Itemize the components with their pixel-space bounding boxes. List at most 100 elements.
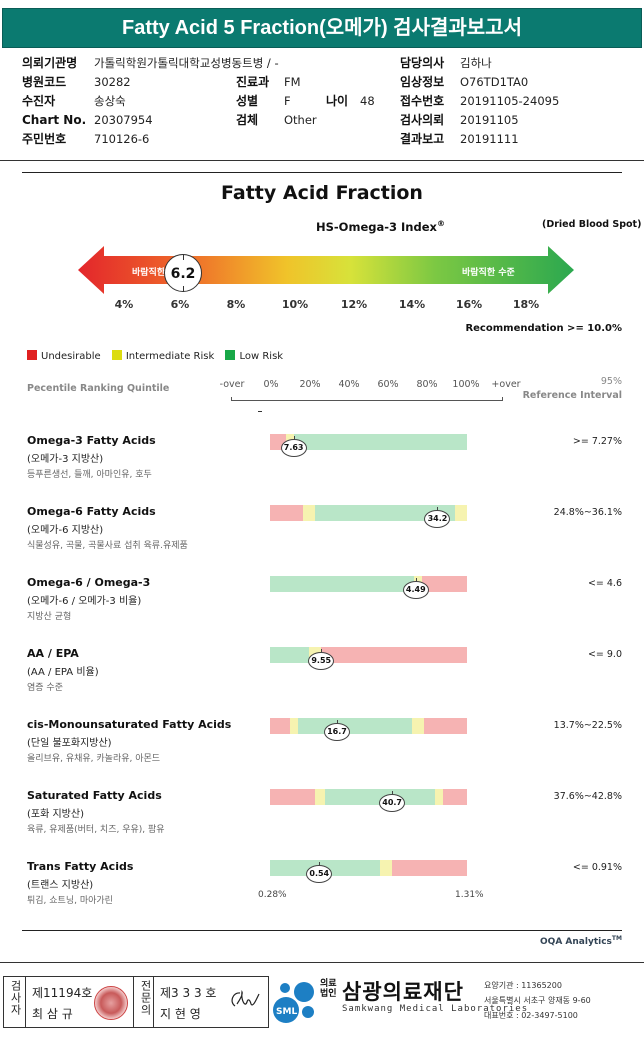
trans-range-max: 1.31% — [455, 890, 484, 900]
fatty-acid-sources: 올리브유, 유채유, 카놀라유, 아몬드 — [27, 754, 161, 764]
specialist-number: 제3 3 3 호 — [160, 986, 217, 1000]
logo-text: SML — [276, 1007, 297, 1017]
percentile-tick-label: 20% — [299, 379, 321, 390]
percentile-tick-label: 80% — [416, 379, 438, 390]
org-phone: 대표번호 : 02-3497-5100 — [484, 1011, 578, 1020]
marker-tick — [183, 254, 184, 260]
scale-tick-label: 18% — [512, 298, 540, 311]
fatty-acid-korean-name: (트랜스 지방산) — [27, 880, 94, 891]
percentile-tick-label: 60% — [377, 379, 399, 390]
specialist-label: 전문의 — [139, 980, 152, 1016]
bar-segment-yellow — [455, 505, 467, 521]
specimen-note: (Dried Blood Spot) — [542, 219, 642, 230]
bar-segment-red — [270, 718, 290, 734]
sex-value: F — [284, 94, 291, 108]
bar-segment-red — [423, 718, 467, 734]
bar-segment-yellow — [303, 505, 316, 521]
bar-segment-red — [270, 789, 316, 805]
range-bar — [270, 505, 467, 521]
value-marker-tick — [415, 578, 417, 582]
percentile-tick-label: 40% — [338, 379, 360, 390]
arrow-left-label: 바람직한 수준 — [132, 268, 185, 278]
divider — [0, 962, 644, 963]
report-title: Fatty Acid 5 Fraction(오메가) 검사결과보고서 — [2, 8, 642, 48]
hospital-code-label: 병원코드 — [22, 75, 67, 89]
patient-name-label: 수진자 — [22, 94, 56, 108]
marker-tick — [183, 286, 184, 292]
value-marker: 34.2 — [424, 510, 451, 528]
fatty-acid-sources: 튀김, 쇼트닝, 마아가린 — [27, 896, 113, 906]
inspector-name: 최 삼 규 — [32, 1007, 73, 1021]
percentile-tick-label: -over — [219, 379, 245, 390]
bar-segment-yellow — [411, 718, 424, 734]
bar-segment-green — [293, 434, 467, 450]
range-bar — [270, 718, 467, 734]
value-marker: 16.7 — [323, 723, 350, 741]
legend-item: Undesirable — [27, 350, 101, 362]
bar-segment-red — [392, 860, 467, 876]
dept-label: 진료과 — [236, 75, 270, 89]
scale-tick-label: 6% — [170, 298, 190, 311]
value-marker: 40.7 — [379, 794, 406, 812]
bar-segment-green — [270, 647, 310, 663]
fatty-acid-sources: 염증 수준 — [27, 683, 63, 693]
scale-tick-label: 4% — [114, 298, 134, 311]
bar-segment-yellow — [435, 789, 444, 805]
percentile-tick-label: 100% — [452, 379, 480, 390]
org-name: 삼광의료재단 — [342, 980, 464, 1004]
age-label: 나이 — [326, 94, 349, 108]
fatty-acid-name: Omega-3 Fatty Acids — [27, 434, 156, 447]
reference-range: <= 4.6 — [587, 578, 622, 589]
bar-segment-red — [270, 505, 304, 521]
fatty-acid-sources: 식물성유, 곡물, 곡물사료 섭취 육류.유제품 — [27, 541, 188, 551]
value-marker-tick — [336, 720, 338, 724]
range-bar — [270, 647, 467, 663]
specimen-label: 검체 — [236, 113, 259, 127]
reference-range: 24.8%~36.1% — [553, 507, 622, 518]
institution-value: 가톨릭학원가톨릭대학교성병동트병 / - — [94, 56, 279, 70]
fatty-acid-name: Saturated Fatty Acids — [27, 789, 162, 802]
bar-segment-green — [315, 505, 456, 521]
legend-swatch-yellow — [111, 350, 122, 360]
reference-range: >= 7.27% — [572, 436, 622, 447]
dept-value: FM — [284, 75, 301, 89]
percentile-axis — [231, 397, 503, 401]
oqa-text: OQA Analytics — [540, 937, 612, 947]
org-tag: 의료법인 — [320, 979, 337, 999]
hospital-code-value: 30282 — [94, 75, 131, 89]
signature-box — [3, 976, 269, 1028]
patient-info: 의뢰기관명 가톨릭학원가톨릭대학교성병동트병 / - 담당의사 김하나 병원코드… — [22, 54, 632, 154]
scale-tick-label: 16% — [455, 298, 483, 311]
value-marker: 9.55 — [308, 652, 335, 670]
scale-tick-label: 10% — [281, 298, 309, 311]
fatty-acid-name: Trans Fatty Acids — [27, 860, 134, 873]
rrn-value: 710126-6 — [94, 132, 150, 146]
org-code: 요양기관 : 11365200 — [484, 981, 562, 990]
recommendation: Recommendation >= 10.0% — [465, 323, 622, 334]
org-english-name: Samkwang Medical Laboratories — [342, 1004, 529, 1014]
divider — [22, 172, 622, 173]
fatty-acid-row: Trans Fatty Acids (트랜스 지방산) 튀김, 쇼트닝, 마아가린 <… — [27, 860, 627, 920]
fatty-acid-korean-name: (오메가-6 / 오메가-3 비율) — [27, 596, 142, 607]
value-marker: 4.49 — [402, 581, 429, 599]
percentile-axis-label: Pecentile Ranking Quintile — [27, 383, 170, 394]
age-value: 48 — [360, 94, 375, 108]
percentile-tick-label: 0% — [263, 379, 279, 390]
scale-tick-label: 12% — [340, 298, 368, 311]
range-bar — [270, 860, 467, 876]
fatty-acid-name: cis-Monounsaturated Fatty Acids — [27, 718, 232, 731]
bar-segment-green — [297, 718, 412, 734]
request-label: 검사의뢰 — [400, 113, 445, 127]
value-marker: 7.63 — [280, 439, 307, 457]
reference-range: 37.6%~42.8% — [553, 791, 622, 802]
receipt-label: 접수번호 — [400, 94, 445, 108]
range-bar — [270, 789, 467, 805]
fatty-acid-korean-name: (포화 지방산) — [27, 809, 84, 820]
legend-label: Undesirable — [41, 351, 101, 362]
inspector-number: 제11194호 — [32, 986, 93, 1000]
value-marker-tick — [321, 649, 323, 653]
receipt-value: 20191105-24095 — [460, 94, 560, 108]
reference-range: <= 0.91% — [572, 862, 622, 873]
value-marker-tick — [293, 436, 295, 440]
fatty-acid-korean-name: (오메가-6 지방산) — [27, 525, 104, 536]
